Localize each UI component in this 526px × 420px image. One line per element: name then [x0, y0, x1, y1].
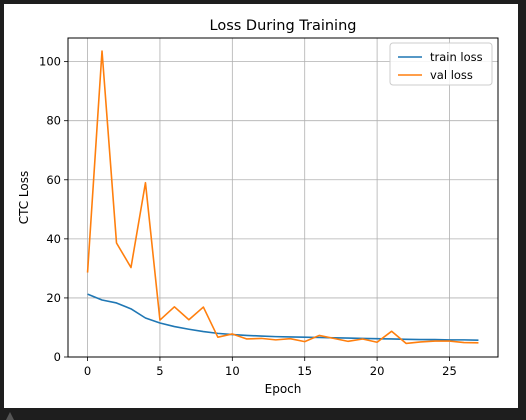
y-tick-label: 100	[39, 55, 61, 69]
line-chart: Loss During Training Epoch CTC Loss 0 5 10…	[17, 18, 499, 396]
legend-label: val loss	[430, 68, 473, 82]
x-tick-label: 20	[370, 364, 385, 378]
legend-label: train loss	[430, 50, 483, 64]
y-tick-label: 60	[46, 173, 61, 187]
plot-area-border	[67, 37, 499, 358]
x-tick-label: 25	[442, 364, 457, 378]
y-axis-label: CTC Loss	[17, 171, 31, 225]
x-tick-label: 5	[156, 364, 163, 378]
y-tick-label: 80	[46, 114, 61, 128]
y-tick-label: 0	[54, 350, 61, 364]
x-tick-label: 0	[84, 364, 91, 378]
chart-title: Loss During Training	[210, 18, 357, 34]
series-lines	[86, 50, 479, 345]
x-tick-label: 15	[297, 364, 312, 378]
axis-ticks: 0 5 10 15 20 25 0 20 40 60 80 100	[39, 55, 457, 378]
x-axis-label: Epoch	[265, 382, 302, 396]
series-line-val-loss	[86, 50, 479, 345]
resize-grip-icon	[6, 412, 14, 420]
y-tick-label: 40	[46, 232, 61, 246]
y-tick-label: 20	[46, 291, 61, 305]
x-tick-label: 10	[225, 364, 240, 378]
series-line-train-loss	[87, 293, 479, 341]
chart-frame: Loss During Training Epoch CTC Loss 0 5 10…	[4, 4, 518, 408]
legend: train loss val loss	[389, 42, 493, 86]
